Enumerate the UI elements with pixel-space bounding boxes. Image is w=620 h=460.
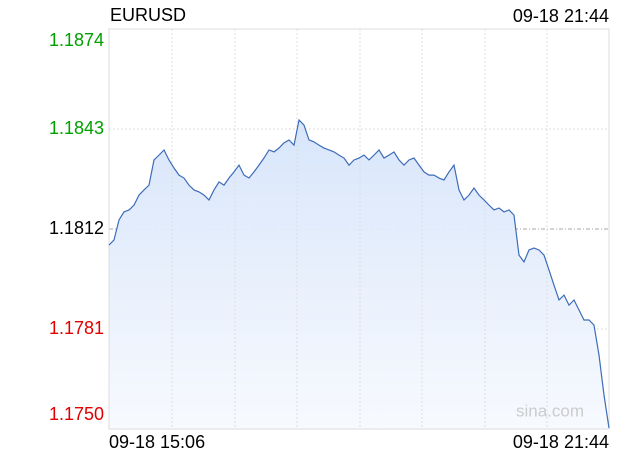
chart-title: EURUSD [110, 5, 186, 25]
y-tick-label: 1.1843 [49, 118, 104, 138]
y-tick-label: 1.1874 [49, 30, 104, 50]
watermark: sina.com [516, 401, 584, 420]
price-line [108, 118, 610, 429]
plot-frame [108, 28, 610, 430]
vertical-grid [171, 29, 548, 429]
y-tick-label: 1.1781 [49, 318, 104, 338]
time-stamp: 09-18 21:44 [513, 6, 609, 26]
x-end-label: 09-18 21:44 [513, 432, 609, 452]
y-tick-label: 1.1812 [49, 218, 104, 238]
y-tick-label: 1.1750 [49, 404, 104, 424]
x-start-label: 09-18 15:06 [109, 432, 205, 452]
price-area [109, 119, 609, 429]
